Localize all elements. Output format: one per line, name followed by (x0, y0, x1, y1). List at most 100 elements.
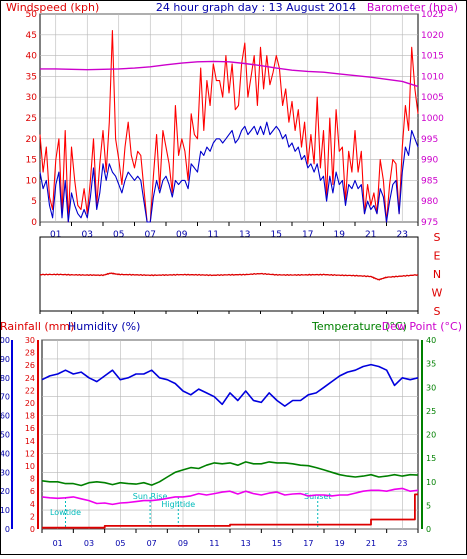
temperature-y-tick-label: 20 (426, 431, 436, 440)
rain-y-tick-label: 10 (25, 462, 35, 471)
humidity-x-tick-label: 23 (397, 539, 407, 548)
humidity-y-tick-label: 20 (0, 487, 10, 496)
barometer-y-tick-label: 975 (421, 218, 438, 228)
rain-y-tick-label: 30 (25, 336, 35, 345)
rain-y-tick-label: 12 (25, 449, 35, 458)
humidity-y-tick-label: 10 (0, 506, 10, 515)
humidity-y-tick-label: 70 (0, 393, 10, 402)
rain-y-tick-label: 14 (25, 437, 35, 446)
barometer-series-line (40, 60, 419, 88)
dewpoint-series-line (41, 487, 419, 506)
temperature-y-tick-label: 15 (426, 454, 436, 463)
humidity-x-tick-label: 15 (272, 539, 282, 548)
humidity-y-tick-label: 60 (0, 412, 10, 421)
wind-y-tick-label: 0 (31, 218, 37, 228)
barometer-y-tick-label: 990 (421, 156, 438, 166)
windspeed-axis-title: Windspeed (kph) (6, 1, 99, 14)
wind-y-tick-label: 20 (26, 135, 38, 145)
humidity-x-tick-label: 19 (335, 539, 345, 548)
temperature-y-tick-label: 5 (426, 501, 431, 510)
wind-plot-layer: 0510152025303540455097598098599099510001… (26, 10, 445, 240)
wind-y-tick-label: 40 (26, 52, 38, 62)
humidity-series-line (41, 363, 419, 407)
humidity-x-tick-label: 05 (115, 539, 125, 548)
event-label: Sun Rise (133, 492, 168, 501)
wind-y-tick-label: 15 (26, 156, 37, 166)
rain-y-tick-label: 2 (30, 512, 35, 521)
direction-compass-label: S (434, 231, 441, 244)
barometer-axis-title: Barometer (hpa) (367, 1, 458, 14)
direction-compass-label: S (434, 305, 441, 318)
rain-y-tick-label: 8 (30, 475, 35, 484)
rain-y-tick-label: 28 (25, 349, 35, 358)
rain-y-tick-label: 24 (25, 374, 35, 383)
direction-series-line (39, 272, 419, 281)
humidity-plot-layer: 0102030405060708090100024681012141618202… (0, 336, 436, 548)
wind-x-tick-label: 03 (82, 230, 93, 240)
barometer-y-tick-label: 980 (421, 197, 438, 207)
wind-x-tick-label: 07 (145, 230, 156, 240)
wind-series-line (39, 30, 419, 223)
humidity-x-tick-label: 03 (84, 539, 94, 548)
temperature-y-tick-label: 10 (426, 478, 436, 487)
wind-y-tick-label: 30 (26, 93, 38, 103)
wind-x-tick-label: 09 (176, 230, 188, 240)
rainfall-axis-title: Rainfall (mm) (0, 320, 74, 333)
temperature-y-tick-label: 25 (426, 407, 436, 416)
rain-y-tick-label: 26 (25, 361, 35, 370)
graph-title: 24 hour graph day : 13 August 2014 (156, 1, 356, 14)
rain-y-tick-label: 20 (25, 399, 35, 408)
wind-x-tick-label: 15 (271, 230, 282, 240)
event-label: Lowtide (50, 508, 81, 517)
humidity-x-tick-label: 07 (147, 539, 157, 548)
barometer-y-tick-label: 995 (421, 135, 438, 145)
event-label: Hightide (161, 500, 195, 509)
barometer-y-tick-label: 985 (421, 176, 438, 186)
barometer-y-tick-label: 1010 (421, 72, 444, 82)
rain-y-tick-label: 0 (30, 525, 35, 534)
rain-y-tick-label: 18 (25, 412, 35, 421)
direction-compass-label: E (434, 250, 441, 263)
humidity-x-tick-label: 11 (209, 539, 219, 548)
barometer-y-tick-label: 1025 (421, 10, 444, 20)
wind-y-tick-label: 5 (31, 197, 37, 207)
wind-y-tick-label: 35 (26, 72, 37, 82)
barometer-y-tick-label: 1000 (421, 114, 444, 124)
direction-compass-label: N (433, 268, 441, 281)
rain-y-tick-label: 6 (30, 487, 35, 496)
barometer-y-tick-label: 1005 (421, 93, 444, 103)
humidity-y-tick-label: 100 (0, 336, 10, 345)
wind-x-tick-label: 17 (302, 230, 313, 240)
humidity-y-tick-label: 90 (0, 355, 10, 364)
wind-x-tick-label: 01 (50, 230, 61, 240)
humidity-y-tick-label: 0 (5, 525, 10, 534)
humidity-x-tick-label: 17 (303, 539, 313, 548)
wind-x-tick-label: 19 (334, 230, 346, 240)
wind-y-tick-label: 25 (26, 114, 37, 124)
temperature-y-tick-label: 0 (426, 525, 431, 534)
humidity-x-tick-label: 13 (241, 539, 251, 548)
humidity-axis-title: Humidity (%) (68, 320, 140, 333)
humidity-x-tick-label: 01 (53, 539, 63, 548)
wind-x-tick-label: 05 (113, 230, 124, 240)
humidity-y-tick-label: 40 (0, 449, 10, 458)
temperature-y-tick-label: 35 (426, 360, 436, 369)
event-label: Sunset (304, 492, 331, 501)
wind-y-tick-label: 10 (26, 176, 38, 186)
humidity-x-tick-label: 21 (366, 539, 376, 548)
rain-series-line (42, 493, 418, 529)
temperature-axis-title: Temperature (°C) (311, 320, 407, 333)
rain-y-tick-label: 22 (25, 386, 35, 395)
wind-x-tick-label: 13 (239, 230, 250, 240)
humidity-y-tick-label: 80 (0, 374, 10, 383)
wind-y-tick-label: 50 (26, 10, 38, 20)
humidity-y-tick-label: 50 (0, 431, 10, 440)
humidity-x-tick-label: 09 (178, 539, 188, 548)
rain-y-tick-label: 4 (30, 500, 35, 509)
barometer-y-tick-label: 1020 (421, 31, 444, 41)
wind_avg-series-line (39, 121, 419, 223)
humidity-y-tick-label: 30 (0, 468, 10, 477)
